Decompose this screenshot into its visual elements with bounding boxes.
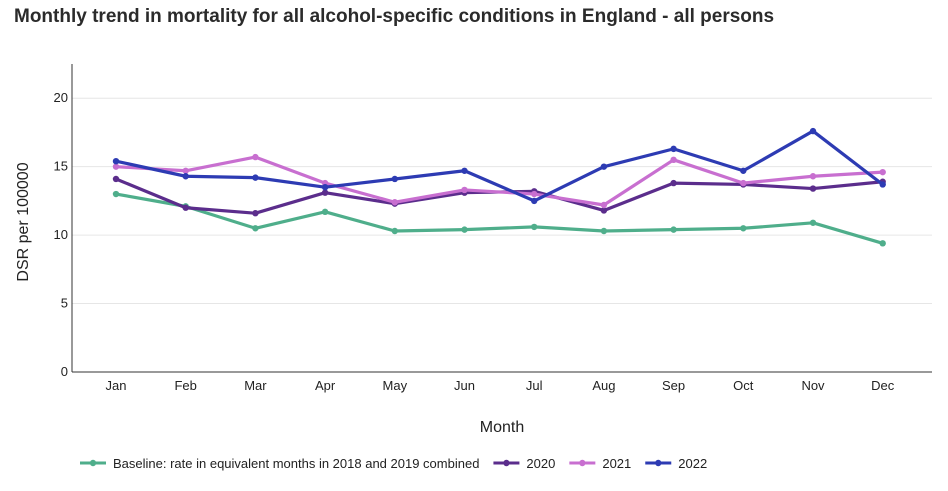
- data-point[interactable]: [321, 208, 329, 216]
- data-point[interactable]: [740, 167, 747, 174]
- data-point[interactable]: [670, 156, 677, 164]
- legend-label: 2022: [678, 456, 707, 471]
- x-tick-label: Oct: [733, 378, 754, 393]
- data-point[interactable]: [670, 179, 677, 187]
- data-point[interactable]: [740, 179, 747, 187]
- data-point[interactable]: [321, 189, 329, 196]
- legend-item[interactable]: Baseline: rate in equivalent months in 2…: [80, 456, 479, 471]
- data-point[interactable]: [809, 173, 817, 180]
- data-point[interactable]: [461, 186, 468, 194]
- gridlines: [72, 97, 932, 305]
- data-point[interactable]: [391, 199, 398, 206]
- data-point[interactable]: [670, 226, 677, 233]
- data-point[interactable]: [112, 190, 120, 198]
- data-point[interactable]: [740, 225, 747, 232]
- data-point[interactable]: [670, 145, 677, 153]
- data-point[interactable]: [809, 219, 817, 226]
- data-point[interactable]: [879, 168, 886, 176]
- data-point[interactable]: [182, 204, 189, 211]
- data-point[interactable]: [112, 157, 120, 165]
- data-point[interactable]: [600, 227, 608, 235]
- legend-item[interactable]: 2022: [645, 456, 707, 471]
- x-tick-label: Jan: [106, 378, 127, 393]
- data-point[interactable]: [600, 207, 608, 214]
- legend-label: 2021: [602, 456, 631, 471]
- data-point[interactable]: [879, 181, 886, 188]
- data-point[interactable]: [600, 201, 608, 209]
- series-2022: [112, 127, 886, 205]
- legend-label: 2020: [526, 456, 555, 471]
- data-point[interactable]: [252, 210, 259, 217]
- y-tick-labels: 0 5 10 15 20: [54, 90, 68, 379]
- legend-label: Baseline: rate in equivalent months in 2…: [113, 456, 479, 471]
- data-point[interactable]: [461, 167, 468, 174]
- data-point[interactable]: [112, 175, 120, 183]
- series-line: [114, 192, 885, 245]
- series-lines: [112, 127, 886, 247]
- data-point[interactable]: [321, 184, 329, 191]
- legend-swatch-point: [655, 459, 662, 467]
- data-point[interactable]: [531, 190, 538, 198]
- x-tick-label: Jun: [454, 378, 475, 393]
- y-tick-label: 5: [61, 296, 68, 311]
- x-tick-label: Nov: [801, 378, 825, 393]
- legend-item[interactable]: 2021: [569, 456, 631, 471]
- data-point[interactable]: [182, 173, 189, 180]
- x-tick-label: Feb: [174, 378, 196, 393]
- data-point[interactable]: [112, 163, 120, 170]
- x-axis-label: Month: [480, 419, 524, 436]
- axes: [71, 64, 932, 373]
- data-point[interactable]: [600, 163, 608, 170]
- data-point[interactable]: [461, 226, 468, 233]
- legend: Baseline: rate in equivalent months in 2…: [80, 456, 707, 471]
- x-tick-label: Aug: [592, 378, 615, 393]
- data-point[interactable]: [391, 175, 398, 183]
- data-point[interactable]: [531, 223, 538, 231]
- y-tick-label: 0: [61, 364, 68, 379]
- y-tick-label: 15: [54, 159, 68, 174]
- chart-title: Monthly trend in mortality for all alcoh…: [14, 6, 775, 27]
- x-tick-labels: Jan Feb Mar Apr May Jun Jul Aug Sep Oct Nov Dec: [106, 378, 895, 393]
- legend-swatch-point: [503, 459, 510, 467]
- x-tick-label: May: [383, 378, 408, 393]
- data-point[interactable]: [252, 174, 259, 181]
- x-tick-label: Apr: [315, 378, 336, 393]
- data-point[interactable]: [879, 240, 886, 247]
- data-point[interactable]: [252, 153, 259, 161]
- data-point[interactable]: [252, 225, 259, 232]
- x-tick-label: Mar: [244, 378, 267, 393]
- legend-item[interactable]: 2020: [493, 456, 555, 471]
- series-2021: [112, 153, 886, 209]
- x-tick-label: Jul: [526, 378, 543, 393]
- legend-swatch-point: [89, 459, 97, 467]
- data-point[interactable]: [809, 127, 817, 135]
- y-tick-label: 10: [54, 227, 68, 242]
- data-point[interactable]: [391, 227, 398, 235]
- series-line: [114, 155, 885, 207]
- y-axis-label: DSR per 100000: [15, 162, 32, 281]
- data-point[interactable]: [809, 185, 817, 192]
- series-baseline: [112, 190, 886, 247]
- data-point[interactable]: [531, 197, 538, 205]
- x-tick-label: Dec: [871, 378, 895, 393]
- series-line: [114, 129, 885, 203]
- y-tick-label: 20: [54, 90, 68, 105]
- x-tick-label: Sep: [662, 378, 685, 393]
- data-point[interactable]: [182, 167, 189, 174]
- legend-swatch-point: [579, 459, 586, 467]
